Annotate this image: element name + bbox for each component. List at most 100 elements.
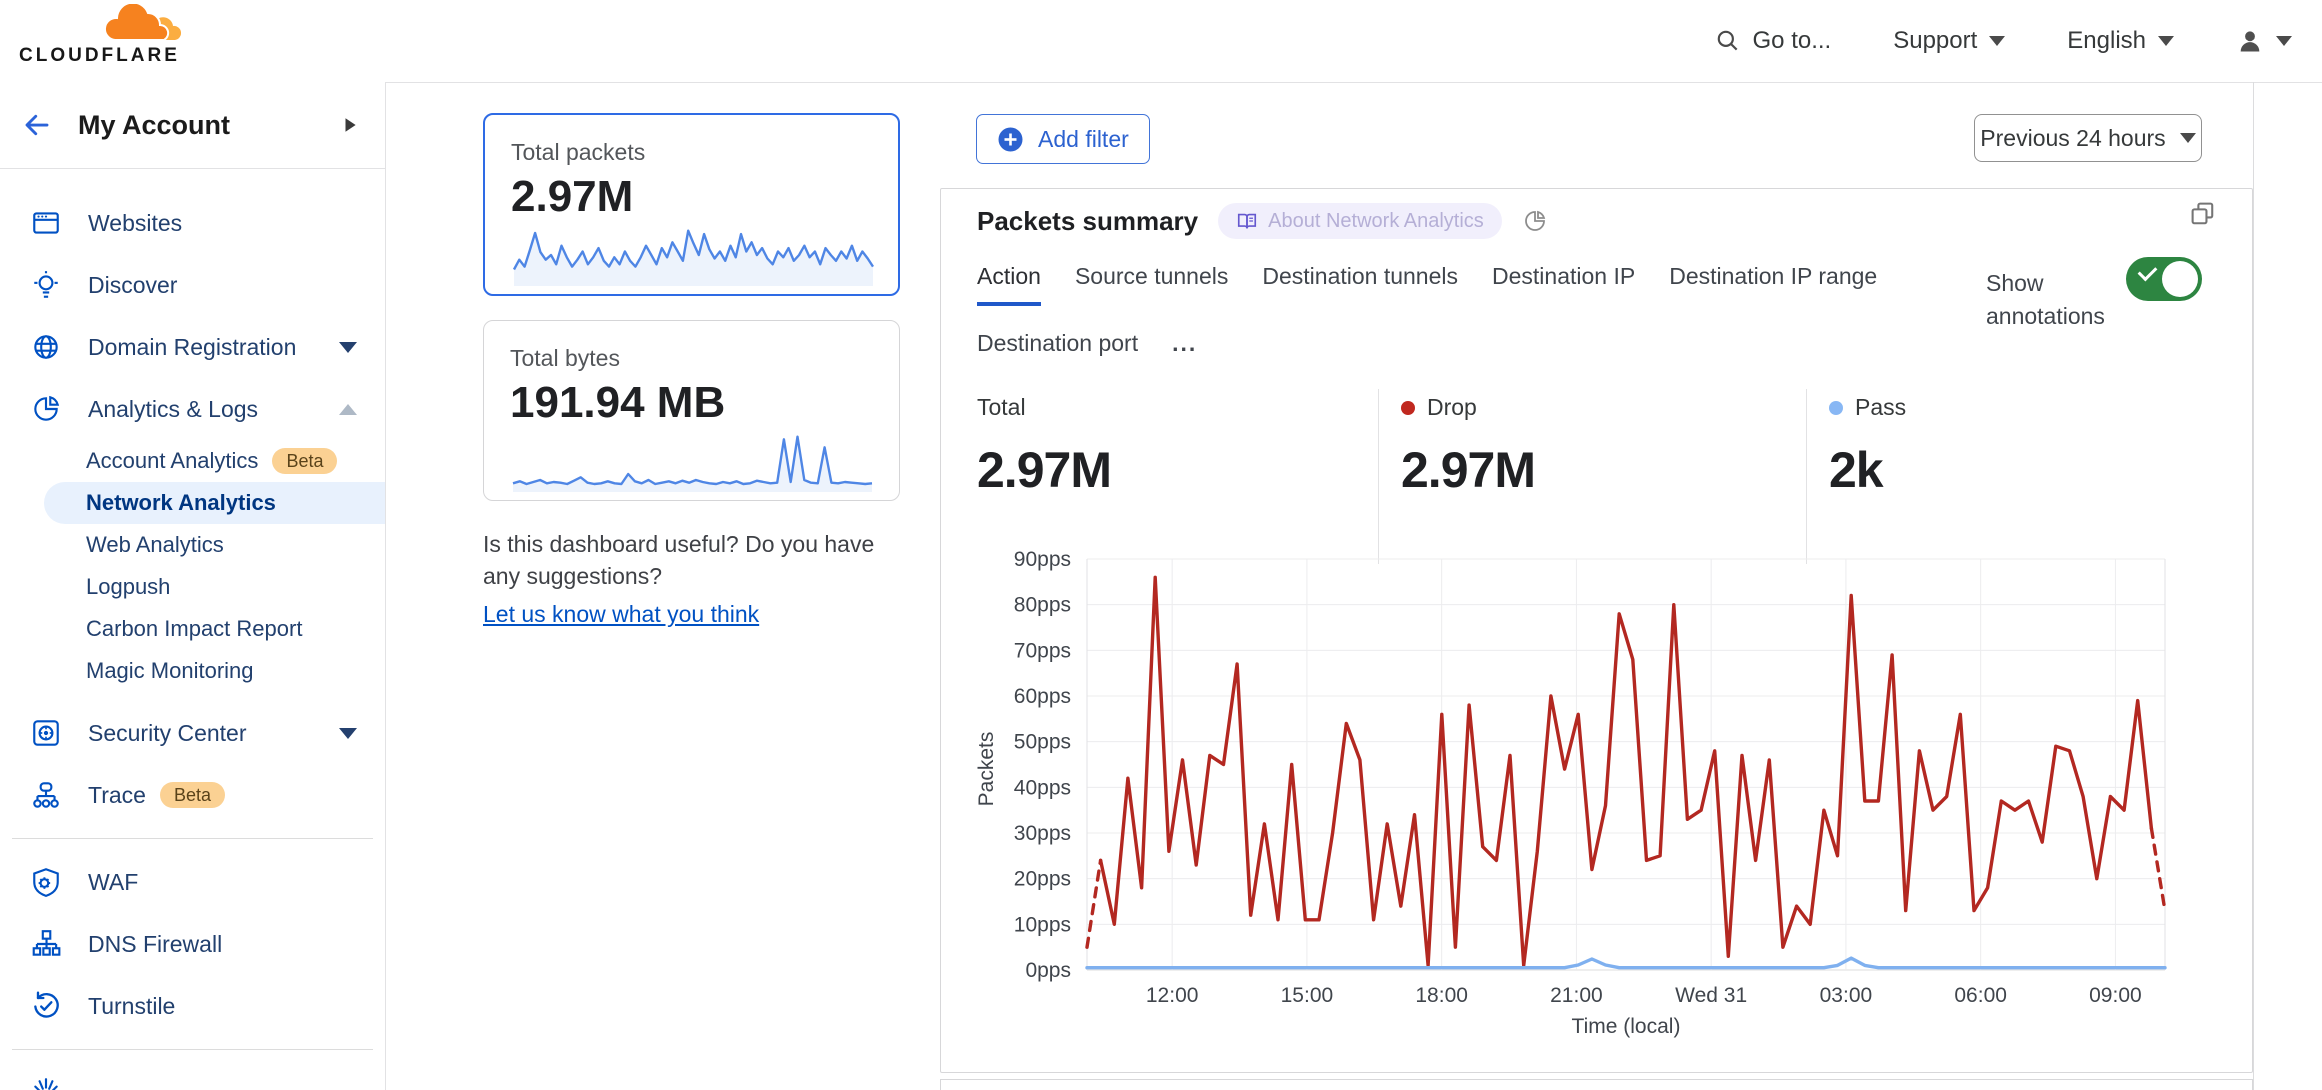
svg-text:0pps: 0pps: [1025, 959, 1071, 982]
total-packets-card[interactable]: Total packets 2.97M: [483, 113, 900, 296]
sidebar-item-web-analytics[interactable]: Web Analytics: [0, 524, 385, 566]
chevron-down-icon: [339, 727, 357, 739]
dimension-tabs: Action Source tunnels Destination tunnel…: [977, 263, 1977, 373]
tab-destination-tunnels[interactable]: Destination tunnels: [1262, 263, 1458, 289]
sidebar-divider: [12, 1049, 373, 1050]
brand-name: CLOUDFLARE: [19, 45, 180, 66]
support-menu[interactable]: Support: [1893, 27, 2006, 55]
sidebar-item-label: Analytics & Logs: [88, 395, 259, 422]
sidebar-item-partial[interactable]: [0, 1062, 385, 1090]
sidebar-item-domain-registration[interactable]: Domain Registration: [0, 316, 385, 378]
svg-text:40pps: 40pps: [1014, 776, 1071, 799]
svg-text:09:00: 09:00: [2089, 984, 2142, 1007]
total-bytes-card[interactable]: Total bytes 191.94 MB: [483, 320, 900, 501]
sidebar-item-carbon-impact-report[interactable]: Carbon Impact Report: [0, 608, 385, 650]
pie-chart-icon: [30, 393, 62, 425]
book-icon: [1238, 213, 1257, 229]
sidebar-item-magic-monitoring[interactable]: Magic Monitoring: [0, 650, 385, 692]
sidebar-item-account-analytics[interactable]: Account Analytics Beta: [0, 440, 385, 482]
hierarchy-icon: [30, 928, 62, 960]
stat-value: 2k: [1829, 442, 1884, 498]
chevron-right-icon[interactable]: [343, 116, 357, 134]
sidebar-item-label: Domain Registration: [88, 333, 297, 360]
svg-text:Packets: Packets: [975, 732, 998, 807]
cloudflare-cloud-icon: [103, 4, 181, 41]
card-label: Total packets: [511, 139, 646, 165]
about-tag-label: About Network Analytics: [1268, 209, 1484, 232]
chevron-down-icon: [1989, 36, 2006, 46]
total-packets-sparkline: [512, 229, 875, 286]
sidebar-item-turnstile[interactable]: Turnstile: [0, 975, 385, 1037]
language-menu[interactable]: English: [2067, 27, 2174, 55]
cloudflare-logo[interactable]: CLOUDFLARE: [19, 4, 189, 67]
packets-summary-panel: Packets summary About Network Analytics …: [940, 188, 2253, 1073]
account-title: My Account: [78, 109, 231, 140]
safe-icon: [30, 717, 62, 749]
sidebar-item-logpush[interactable]: Logpush: [0, 566, 385, 608]
sidebar-item-label: Security Center: [88, 719, 247, 746]
beta-badge: Beta: [159, 782, 225, 808]
stat-value: 2.97M: [977, 442, 1112, 498]
svg-text:Wed 31: Wed 31: [1675, 984, 1747, 1007]
card-value: 2.97M: [511, 172, 634, 221]
check-icon: [2137, 261, 2158, 282]
lightbulb-icon: [30, 269, 62, 301]
back-arrow-icon[interactable]: [22, 110, 52, 140]
sidebar-item-label: Network Analytics: [86, 490, 276, 515]
browser-icon: [30, 207, 62, 239]
card-value: 191.94 MB: [510, 378, 726, 427]
svg-text:30pps: 30pps: [1014, 822, 1071, 845]
sidebar-item-analytics-logs[interactable]: Analytics & Logs: [0, 378, 385, 440]
svg-text:70pps: 70pps: [1014, 639, 1071, 662]
sidebar-item-security-center[interactable]: Security Center: [0, 702, 385, 764]
chevron-down-icon: [2179, 133, 2196, 143]
show-annotations-label: Show annotations: [1986, 270, 2105, 329]
stat-label: Total: [977, 394, 1026, 420]
svg-text:20pps: 20pps: [1014, 868, 1071, 891]
tab-more[interactable]: ...: [1172, 330, 1198, 356]
add-filter-label: Add filter: [1038, 125, 1129, 152]
goto-search[interactable]: Go to...: [1715, 27, 1831, 55]
svg-text:60pps: 60pps: [1014, 685, 1071, 708]
svg-text:21:00: 21:00: [1550, 984, 1603, 1007]
feedback-link[interactable]: Let us know what you think: [483, 601, 760, 627]
sidebar-nav: Websites Discover Domain Registration An…: [0, 169, 385, 1090]
sidebar-item-trace[interactable]: Trace Beta: [0, 764, 385, 826]
account-menu[interactable]: [2236, 27, 2292, 55]
sitemap-icon: [30, 779, 62, 811]
sidebar-item-label: DNS Firewall: [88, 930, 223, 957]
sidebar-header: My Account: [0, 82, 385, 169]
tab-destination-port[interactable]: Destination port: [977, 330, 1139, 356]
user-icon: [2240, 31, 2260, 52]
show-annotations-toggle[interactable]: [2126, 257, 2202, 301]
sidebar-item-label: WAF: [88, 868, 139, 895]
tab-destination-ip-range[interactable]: Destination IP range: [1669, 263, 1878, 289]
sidebar-item-label: Discover: [88, 271, 178, 298]
add-filter-button[interactable]: Add filter: [976, 114, 1150, 164]
sidebar-item-discover[interactable]: Discover: [0, 254, 385, 316]
expand-icon[interactable]: [2188, 199, 2218, 234]
stat-total: Total 2.97M: [977, 394, 1112, 499]
shield-gear-icon: [30, 866, 62, 898]
chevron-down-icon: [2158, 36, 2174, 46]
spark-icon: [30, 1077, 62, 1090]
stat-divider: [1806, 389, 1807, 564]
plus-circle-icon: [998, 127, 1023, 151]
svg-text:12:00: 12:00: [1146, 984, 1199, 1007]
beta-badge: Beta: [272, 448, 338, 474]
sidebar-item-websites[interactable]: Websites: [0, 192, 385, 254]
svg-text:50pps: 50pps: [1014, 731, 1071, 754]
sidebar-item-dns-firewall[interactable]: DNS Firewall: [0, 913, 385, 975]
time-range-dropdown[interactable]: Previous 24 hours: [1974, 114, 2202, 162]
tab-source-tunnels[interactable]: Source tunnels: [1074, 263, 1229, 289]
rotate-check-icon: [30, 990, 62, 1022]
packets-timeseries-chart: 0pps 10pps 20pps 30pps 40pps 50pps 60pps 70pps 8…: [975, 548, 2167, 1038]
sidebar-item-network-analytics[interactable]: Network Analytics: [44, 482, 385, 524]
pie-chart-icon[interactable]: [1522, 208, 1548, 234]
sidebar-item-waf[interactable]: WAF: [0, 851, 385, 913]
tab-destination-ip[interactable]: Destination IP: [1492, 263, 1636, 289]
about-network-analytics-tag[interactable]: About Network Analytics: [1218, 203, 1502, 239]
svg-text:Time (local): Time (local): [1572, 1015, 1681, 1038]
tab-action[interactable]: Action: [977, 263, 1041, 306]
sidebar-item-label: Turnstile: [88, 992, 176, 1019]
